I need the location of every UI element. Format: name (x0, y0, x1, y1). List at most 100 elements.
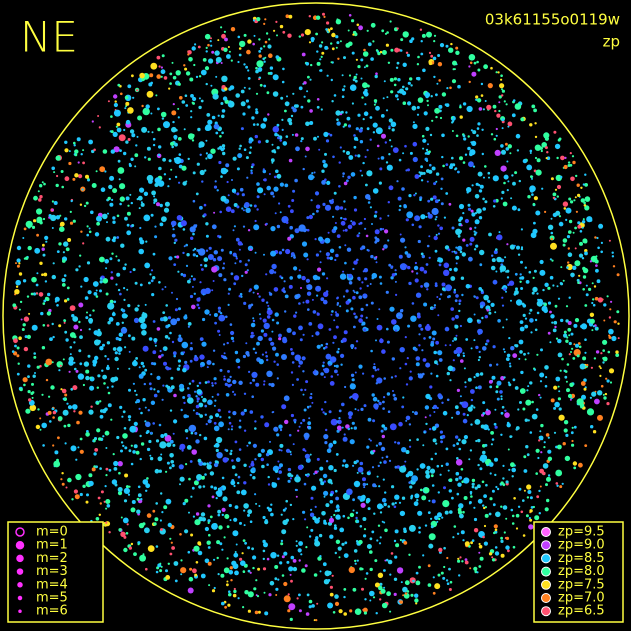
star (25, 256, 29, 260)
star (419, 266, 425, 272)
star (555, 337, 559, 340)
star (298, 325, 303, 331)
star (462, 418, 468, 424)
star (79, 362, 83, 366)
star (370, 254, 374, 259)
star (220, 102, 224, 105)
star (173, 419, 178, 424)
star (527, 385, 530, 388)
star (348, 14, 352, 17)
star (282, 336, 287, 342)
star (279, 211, 282, 214)
star (62, 358, 65, 361)
star (501, 287, 504, 290)
star (369, 116, 373, 119)
star (192, 232, 195, 236)
star (254, 427, 257, 430)
star (437, 491, 440, 494)
star (320, 481, 325, 486)
star (551, 259, 554, 262)
star (388, 153, 391, 156)
star (348, 281, 353, 285)
zp-marker (541, 593, 551, 603)
star (99, 467, 102, 470)
star (116, 272, 121, 277)
star (316, 602, 319, 605)
star (520, 260, 523, 264)
star (338, 417, 341, 420)
star (311, 401, 314, 404)
star (307, 308, 310, 311)
star (73, 410, 76, 413)
star (216, 436, 223, 444)
star (366, 445, 370, 449)
star (72, 177, 76, 181)
star (540, 348, 543, 352)
star (214, 180, 217, 183)
star (125, 119, 131, 125)
star (579, 363, 586, 370)
star (417, 97, 424, 103)
star (222, 96, 228, 101)
star (81, 374, 84, 377)
star (178, 307, 181, 311)
star (440, 571, 444, 575)
star (180, 408, 183, 412)
star (480, 424, 485, 429)
star (457, 557, 460, 560)
star (85, 375, 90, 381)
star (222, 496, 228, 502)
star (312, 516, 317, 521)
star (320, 108, 323, 111)
star (17, 362, 20, 365)
star (608, 334, 611, 337)
star (437, 512, 442, 518)
star (469, 490, 473, 494)
star (39, 220, 43, 224)
star (310, 496, 314, 500)
star (218, 160, 222, 165)
star (448, 567, 451, 571)
star (176, 215, 183, 221)
star (65, 338, 69, 342)
star (319, 250, 322, 253)
star (463, 137, 467, 141)
star (366, 29, 369, 32)
star (167, 185, 170, 188)
star (381, 520, 384, 523)
star (223, 600, 227, 604)
star (88, 473, 93, 478)
star (477, 68, 481, 72)
star (121, 309, 126, 313)
star (609, 308, 612, 311)
star (309, 396, 313, 400)
star (256, 208, 259, 211)
star (363, 66, 366, 69)
star (467, 406, 473, 412)
star (352, 33, 355, 36)
star (64, 140, 68, 144)
star (421, 349, 424, 352)
star (290, 413, 294, 418)
star (300, 422, 303, 425)
star (466, 105, 473, 113)
star (469, 227, 472, 231)
star (462, 510, 465, 514)
star (323, 347, 326, 350)
star (168, 367, 171, 370)
star (529, 381, 533, 385)
star (558, 215, 562, 218)
star (375, 261, 378, 264)
star (364, 88, 368, 93)
star (410, 315, 417, 322)
star (448, 588, 452, 591)
star (156, 390, 160, 393)
star (589, 396, 593, 399)
star (184, 429, 189, 433)
star (341, 542, 345, 546)
star (602, 339, 608, 345)
star (137, 485, 141, 489)
star (216, 556, 219, 560)
star (199, 153, 202, 156)
star (102, 374, 107, 380)
